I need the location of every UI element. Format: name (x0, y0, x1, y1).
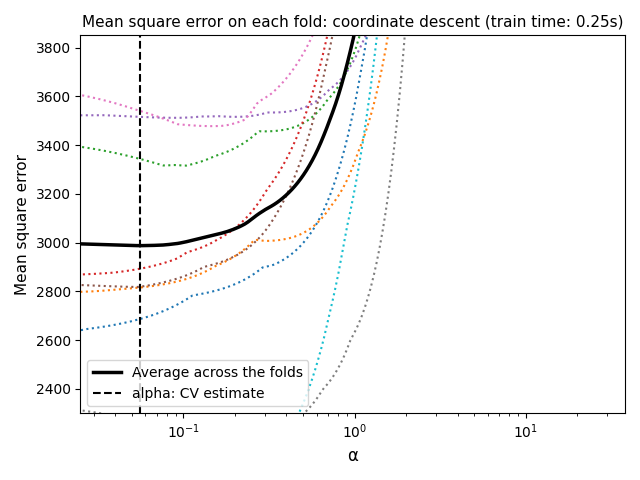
Y-axis label: Mean square error: Mean square error (15, 154, 30, 295)
Average across the folds (86, 241, 94, 247)
Legend: Average across the folds, alpha: CV estimate: Average across the folds, alpha: CV esti… (87, 360, 308, 406)
Average across the folds (60, 240, 67, 246)
Average across the folds (107, 242, 115, 248)
Title: Mean square error on each fold: coordinate descent (train time: 0.25s): Mean square error on each fold: coordina… (82, 15, 623, 30)
X-axis label: α: α (348, 447, 358, 465)
Line: Average across the folds: Average across the folds (63, 0, 640, 246)
Average across the folds (136, 243, 143, 249)
